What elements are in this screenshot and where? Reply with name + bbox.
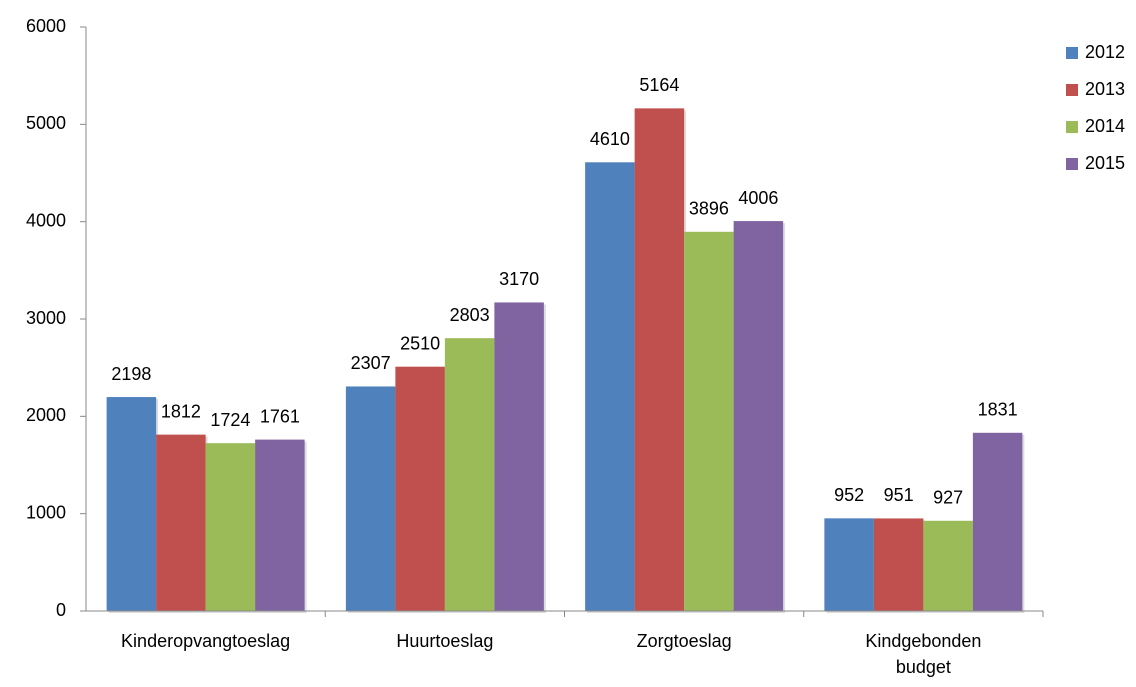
- bar: [205, 443, 256, 611]
- x-tick-label: Kinderopvangtoeslag: [56, 628, 356, 654]
- category-text: Huurtoeslag: [396, 631, 494, 651]
- bar: [873, 518, 924, 611]
- bar: [923, 520, 973, 611]
- x-tick-label: Huurtoeslag: [295, 628, 595, 654]
- y-tick-label: 2000: [26, 405, 66, 425]
- data-label: 1761: [260, 406, 300, 426]
- data-label: 2307: [351, 353, 391, 373]
- bar: [494, 302, 544, 611]
- legend-swatch: [1066, 47, 1078, 59]
- data-label: 1724: [210, 410, 250, 430]
- data-label: 2198: [111, 364, 151, 384]
- data-label: 1831: [978, 400, 1018, 420]
- legend-swatch: [1066, 121, 1078, 133]
- legend-label: 2015: [1085, 153, 1125, 173]
- y-tick-label: 3000: [26, 308, 66, 328]
- legend-label: 2013: [1085, 79, 1125, 99]
- data-label: 3170: [499, 269, 539, 289]
- data-label: 2803: [450, 305, 490, 325]
- legend-label: 2014: [1085, 116, 1125, 136]
- data-label: 4610: [590, 129, 630, 149]
- bar: [345, 386, 396, 611]
- bar: [972, 432, 1023, 611]
- data-label: 951: [884, 485, 914, 505]
- y-tick-label: 5000: [26, 113, 66, 133]
- data-label: 4006: [738, 188, 778, 208]
- bar: [634, 108, 685, 611]
- y-tick-label: 0: [56, 600, 66, 620]
- bar: [733, 221, 784, 611]
- category-text: Zorgtoeslag: [636, 631, 732, 651]
- data-label: 952: [834, 485, 864, 505]
- bar: [255, 439, 305, 611]
- legend-swatch: [1066, 158, 1078, 170]
- bar: [156, 434, 206, 611]
- legend-label: 2012: [1085, 42, 1125, 62]
- bar: [684, 231, 734, 611]
- data-label: 5164: [639, 75, 679, 95]
- y-tick-label: 4000: [26, 210, 66, 230]
- bar: [585, 162, 635, 611]
- x-tick-label: Kindgebonden budget: [773, 628, 1073, 680]
- bar: [824, 518, 874, 611]
- bar: [395, 366, 445, 611]
- data-label: 927: [933, 488, 963, 508]
- category-text: Kindgebonden budget: [865, 631, 982, 677]
- data-label: 3896: [689, 199, 729, 219]
- data-label: 1812: [161, 401, 201, 421]
- bar: [106, 397, 157, 611]
- legend-swatch: [1066, 84, 1078, 96]
- data-label: 2510: [400, 333, 440, 353]
- y-tick-label: 1000: [26, 502, 66, 522]
- bar: [444, 338, 495, 611]
- x-tick-label: Zorgtoeslag: [534, 628, 834, 654]
- y-tick-label: 6000: [26, 16, 66, 36]
- category-text: Kinderopvangtoeslag: [121, 631, 291, 651]
